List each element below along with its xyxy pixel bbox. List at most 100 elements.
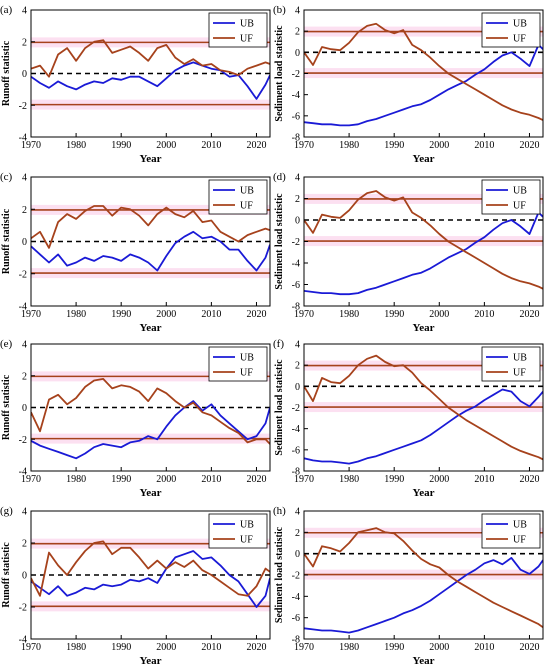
y-tick-label: 2 (295, 361, 300, 372)
x-tick-label: 2020 (246, 309, 266, 320)
y-tick-label: -4 (292, 424, 300, 435)
panel-d: 1970 1980 1990 2000 2010 2020 -8 -6 -4 -2 0 2 4 Year S… (273, 171, 544, 334)
y-axis-label: Sediment load statistic (274, 193, 285, 290)
y-tick-label: -6 (292, 280, 300, 291)
y-tick-label: 2 (22, 205, 27, 216)
x-tick-label: 1970 (21, 309, 41, 320)
y-tick-label: 0 (295, 216, 300, 227)
y-tick-label: -2 (19, 435, 27, 446)
series-uf-line (31, 205, 270, 249)
y-tick-label: 2 (22, 37, 27, 48)
series-ub-line (31, 230, 270, 272)
series-uf-line (31, 540, 270, 597)
x-tick-label: 2020 (519, 309, 539, 320)
series-uf-line (304, 22, 543, 121)
x-axis-label: Year (413, 153, 435, 165)
y-tick-label: 0 (295, 382, 300, 393)
y-tick-label: 4 (22, 340, 27, 351)
legend-box (481, 179, 541, 215)
y-tick-label: 2 (295, 27, 300, 38)
x-tick-label: 1980 (339, 140, 359, 151)
y-tick-label: -4 (292, 259, 300, 270)
y-tick-label: 0 (295, 48, 300, 59)
legend-label-uf: UF (513, 201, 526, 212)
legend-box (208, 346, 268, 382)
panel-a: 1970 1980 1990 2000 2010 2020 -4 -2 0 2 4 Year Runof… (0, 4, 271, 165)
x-tick-label: 1990 (111, 140, 131, 151)
x-tick-label: 1980 (66, 309, 86, 320)
panel-g: 1970 1980 1990 2000 2010 2020 -4 -2 0 2 4 Year Runof… (0, 505, 271, 667)
x-tick-label: 2020 (246, 474, 266, 485)
x-tick-label: 2020 (246, 140, 266, 151)
y-tick-label: -8 (292, 302, 300, 313)
series-uf-line (304, 190, 543, 290)
plot-area (304, 354, 543, 465)
panel-label: (d) (273, 171, 286, 183)
y-axis-label: Runoff statistic (1, 40, 12, 106)
y-tick-label: -4 (19, 133, 27, 144)
series-uf-line (304, 527, 543, 629)
legend-box (481, 12, 541, 48)
y-tick-label: 0 (22, 571, 27, 582)
x-tick-label: 2020 (246, 642, 266, 653)
legend-label-ub: UB (240, 520, 254, 531)
x-tick-label: 1970 (21, 474, 41, 485)
legend: UB UF (481, 12, 541, 48)
panel-e: 1970 1980 1990 2000 2010 2020 -4 -2 0 2 4 Year Runof… (0, 338, 271, 499)
y-tick-label: 0 (22, 237, 27, 248)
y-axis-label: Runoff statistic (1, 374, 12, 440)
legend-label-ub: UB (240, 186, 254, 197)
y-axis-label: Sediment load statistic (274, 25, 285, 122)
legend: UB UF (208, 12, 268, 48)
legend-label-ub: UB (240, 19, 254, 30)
y-tick-label: 2 (22, 371, 27, 382)
x-tick-label: 2000 (429, 309, 449, 320)
legend-label-uf: UF (513, 368, 526, 379)
x-tick-label: 2010 (474, 642, 494, 653)
series-uf-line (31, 377, 270, 445)
series-ub-line (304, 44, 543, 127)
series-ub-line (304, 388, 543, 465)
y-tick-label: -2 (292, 237, 300, 248)
panel-label: (c) (0, 171, 13, 183)
x-axis-label: Year (140, 322, 162, 334)
legend-box (208, 12, 268, 48)
plot-area (304, 22, 543, 127)
x-tick-label: 2000 (156, 474, 176, 485)
x-tick-label: 1980 (339, 474, 359, 485)
x-tick-label: 2000 (156, 642, 176, 653)
x-tick-label: 1970 (294, 474, 314, 485)
y-tick-label: -2 (292, 571, 300, 582)
y-tick-label: -4 (292, 592, 300, 603)
plot-area (304, 190, 543, 296)
panel-label: (b) (273, 4, 286, 16)
y-tick-label: 4 (295, 507, 300, 518)
y-tick-label: -8 (292, 467, 300, 478)
x-tick-label: 2000 (429, 474, 449, 485)
x-axis-label: Year (140, 153, 162, 165)
x-tick-label: 1990 (111, 642, 131, 653)
y-tick-label: -4 (19, 635, 27, 646)
legend-label-uf: UF (240, 201, 253, 212)
panel-c: 1970 1980 1990 2000 2010 2020 -4 -2 0 2 4 Year Runof… (0, 171, 271, 334)
y-tick-label: -6 (292, 111, 300, 122)
y-axis-label: Runoff statistic (1, 208, 12, 274)
panel-label: (f) (273, 338, 284, 350)
x-tick-label: 2010 (201, 642, 221, 653)
x-tick-label: 2000 (156, 309, 176, 320)
y-tick-label: 2 (295, 194, 300, 205)
panel-b: 1970 1980 1990 2000 2010 2020 -8 -6 -4 -2 0 2 4 Year S… (273, 4, 544, 165)
series-uf-line (304, 354, 543, 461)
x-tick-label: 1980 (66, 140, 86, 151)
y-tick-label: -4 (292, 90, 300, 101)
x-axis-label: Year (140, 487, 162, 499)
y-axis-label: Runoff statistic (1, 542, 12, 608)
y-tick-label: 4 (295, 6, 300, 17)
x-tick-label: 1990 (384, 474, 404, 485)
panel-label: (h) (273, 505, 286, 517)
y-tick-label: -6 (292, 445, 300, 456)
legend-label-uf: UF (240, 34, 253, 45)
x-tick-label: 1980 (339, 642, 359, 653)
panel-h: 1970 1980 1990 2000 2010 2020 -8 -6 -4 -2 0 2 4 Year S… (273, 505, 544, 667)
